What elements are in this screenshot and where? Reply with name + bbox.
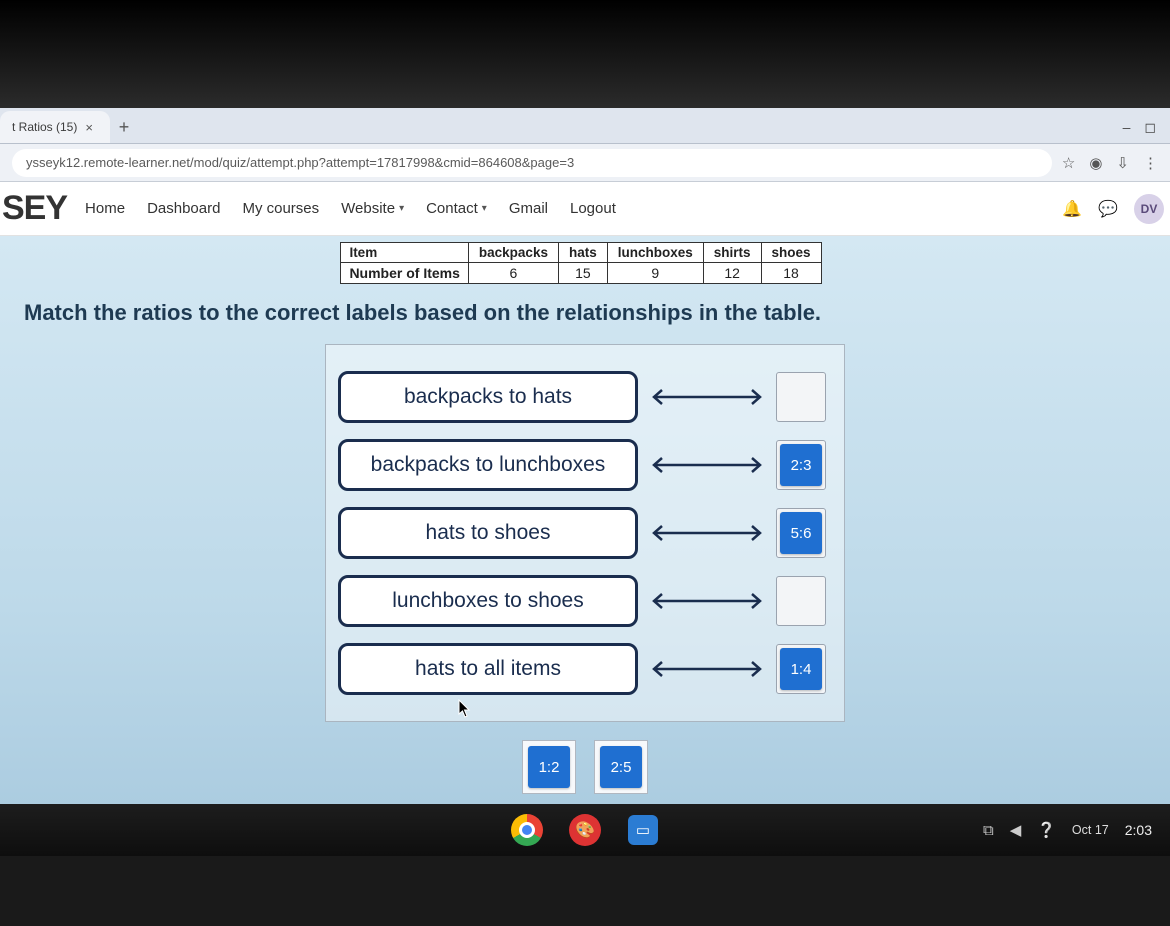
match-container: backpacks to hats backpacks to lunchboxe… [325, 344, 845, 722]
nav-contact[interactable]: Contact▾ [426, 200, 487, 217]
ratio-chip[interactable]: 1:4 [780, 648, 822, 690]
window-controls: ‒ ◻ [1123, 111, 1170, 143]
question-prompt: Match the ratios to the correct labels b… [24, 300, 1146, 326]
nav-my-courses[interactable]: My courses [242, 200, 319, 217]
notifications-icon[interactable]: 🔔 [1062, 199, 1082, 219]
screenshot-icon[interactable]: ⧉ [983, 822, 994, 839]
site-logo[interactable]: SEY [0, 189, 85, 228]
quiz-content: Item backpacks hats lunchboxes shirts sh… [0, 236, 1170, 856]
table-header-row: Item backpacks hats lunchboxes shirts sh… [341, 243, 821, 263]
double-arrow-icon [648, 658, 766, 680]
double-arrow-icon [648, 454, 766, 476]
shelf-pinned-apps: 🎨 ▭ [509, 812, 661, 848]
url-field[interactable]: ysseyk12.remote-learner.net/mod/quiz/att… [12, 149, 1052, 177]
messages-icon[interactable]: 💬 [1098, 199, 1118, 219]
clock[interactable]: Oct 17 [1072, 823, 1109, 837]
table-value-row: Number of Items 6 15 9 12 18 [341, 263, 821, 284]
chevron-down-icon: ▾ [482, 203, 487, 214]
col-shoes: shoes [761, 243, 821, 263]
browser-tabstrip: t Ratios (15) × + ‒ ◻ [0, 108, 1170, 144]
data-table: Item backpacks hats lunchboxes shirts sh… [340, 242, 821, 284]
match-row: hats to all items 1:4 [338, 643, 832, 695]
match-label: hats to all items [338, 643, 638, 695]
drop-zone[interactable]: 2:3 [776, 440, 826, 490]
shelf-status-tray[interactable]: ⧉ ◀ ❔ Oct 17 2:03 [983, 821, 1152, 839]
chip-pool: 1:2 2:5 [24, 740, 1146, 794]
nav-home[interactable]: Home [85, 200, 125, 217]
match-row: hats to shoes 5:6 [338, 507, 832, 559]
shelf-time: 2:03 [1125, 822, 1152, 838]
double-arrow-icon [648, 386, 766, 408]
match-label: backpacks to hats [338, 371, 638, 423]
drop-zone[interactable] [776, 576, 826, 626]
site-nav: Home Dashboard My courses Website▾ Conta… [85, 200, 616, 217]
extension-icon[interactable]: ◉ [1089, 154, 1102, 172]
ratio-chip[interactable]: 1:2 [528, 746, 570, 788]
chevron-down-icon: ▾ [399, 203, 404, 214]
ratio-chip[interactable]: 5:6 [780, 512, 822, 554]
nav-gmail[interactable]: Gmail [509, 200, 548, 217]
col-hats: hats [558, 243, 607, 263]
site-header: SEY Home Dashboard My courses Website▾ C… [0, 182, 1170, 236]
tab-title: t Ratios (15) [12, 120, 77, 134]
match-label: hats to shoes [338, 507, 638, 559]
double-arrow-icon [648, 590, 766, 612]
match-row: backpacks to lunchboxes 2:3 [338, 439, 832, 491]
val-backpacks: 6 [468, 263, 558, 284]
col-lunchboxes: lunchboxes [607, 243, 703, 263]
drop-zone[interactable]: 1:4 [776, 644, 826, 694]
more-icon[interactable]: ⋮ [1143, 154, 1158, 172]
clock-time-block[interactable]: 2:03 [1125, 822, 1152, 838]
avatar[interactable]: DV [1134, 194, 1164, 224]
shelf-date: Oct 17 [1072, 823, 1109, 837]
os-shelf: 🎨 ▭ ⧉ ◀ ❔ Oct 17 2:03 [0, 804, 1170, 856]
match-label: lunchboxes to shoes [338, 575, 638, 627]
bookmark-star-icon[interactable]: ☆ [1062, 154, 1075, 172]
nav-logout[interactable]: Logout [570, 200, 616, 217]
val-hats: 15 [558, 263, 607, 284]
close-icon[interactable]: × [85, 120, 93, 135]
val-lunchboxes: 9 [607, 263, 703, 284]
browser-tab-active[interactable]: t Ratios (15) × [0, 111, 110, 143]
browser-address-bar: ysseyk12.remote-learner.net/mod/quiz/att… [0, 144, 1170, 182]
pool-slot[interactable]: 2:5 [594, 740, 648, 794]
match-label: backpacks to lunchboxes [338, 439, 638, 491]
nav-dashboard[interactable]: Dashboard [147, 200, 220, 217]
col-shirts: shirts [703, 243, 761, 263]
table-row-header: Item [341, 243, 468, 263]
new-tab-button[interactable]: + [110, 111, 138, 143]
url-text: ysseyk12.remote-learner.net/mod/quiz/att… [26, 155, 574, 170]
double-arrow-icon [648, 522, 766, 544]
install-icon[interactable]: ⇩ [1116, 154, 1129, 172]
drop-zone[interactable] [776, 372, 826, 422]
device-bezel-top [0, 0, 1170, 108]
help-icon[interactable]: ❔ [1037, 821, 1056, 839]
match-row: lunchboxes to shoes [338, 575, 832, 627]
minimize-icon[interactable]: ‒ [1123, 119, 1131, 135]
val-shoes: 18 [761, 263, 821, 284]
val-shirts: 12 [703, 263, 761, 284]
pool-slot[interactable]: 1:2 [522, 740, 576, 794]
chrome-app-icon[interactable] [509, 812, 545, 848]
screen-area: t Ratios (15) × + ‒ ◻ ysseyk12.remote-le… [0, 108, 1170, 856]
col-backpacks: backpacks [468, 243, 558, 263]
match-row: backpacks to hats [338, 371, 832, 423]
app-icon[interactable]: ▭ [625, 812, 661, 848]
app-icon[interactable]: 🎨 [567, 812, 603, 848]
ratio-chip[interactable]: 2:5 [600, 746, 642, 788]
maximize-icon[interactable]: ◻ [1144, 119, 1156, 136]
ratio-chip[interactable]: 2:3 [780, 444, 822, 486]
table-row-header: Number of Items [341, 263, 468, 284]
drop-zone[interactable]: 5:6 [776, 508, 826, 558]
avatar-initials: DV [1141, 202, 1158, 216]
nav-website[interactable]: Website▾ [341, 200, 404, 217]
back-icon[interactable]: ◀ [1010, 821, 1022, 839]
